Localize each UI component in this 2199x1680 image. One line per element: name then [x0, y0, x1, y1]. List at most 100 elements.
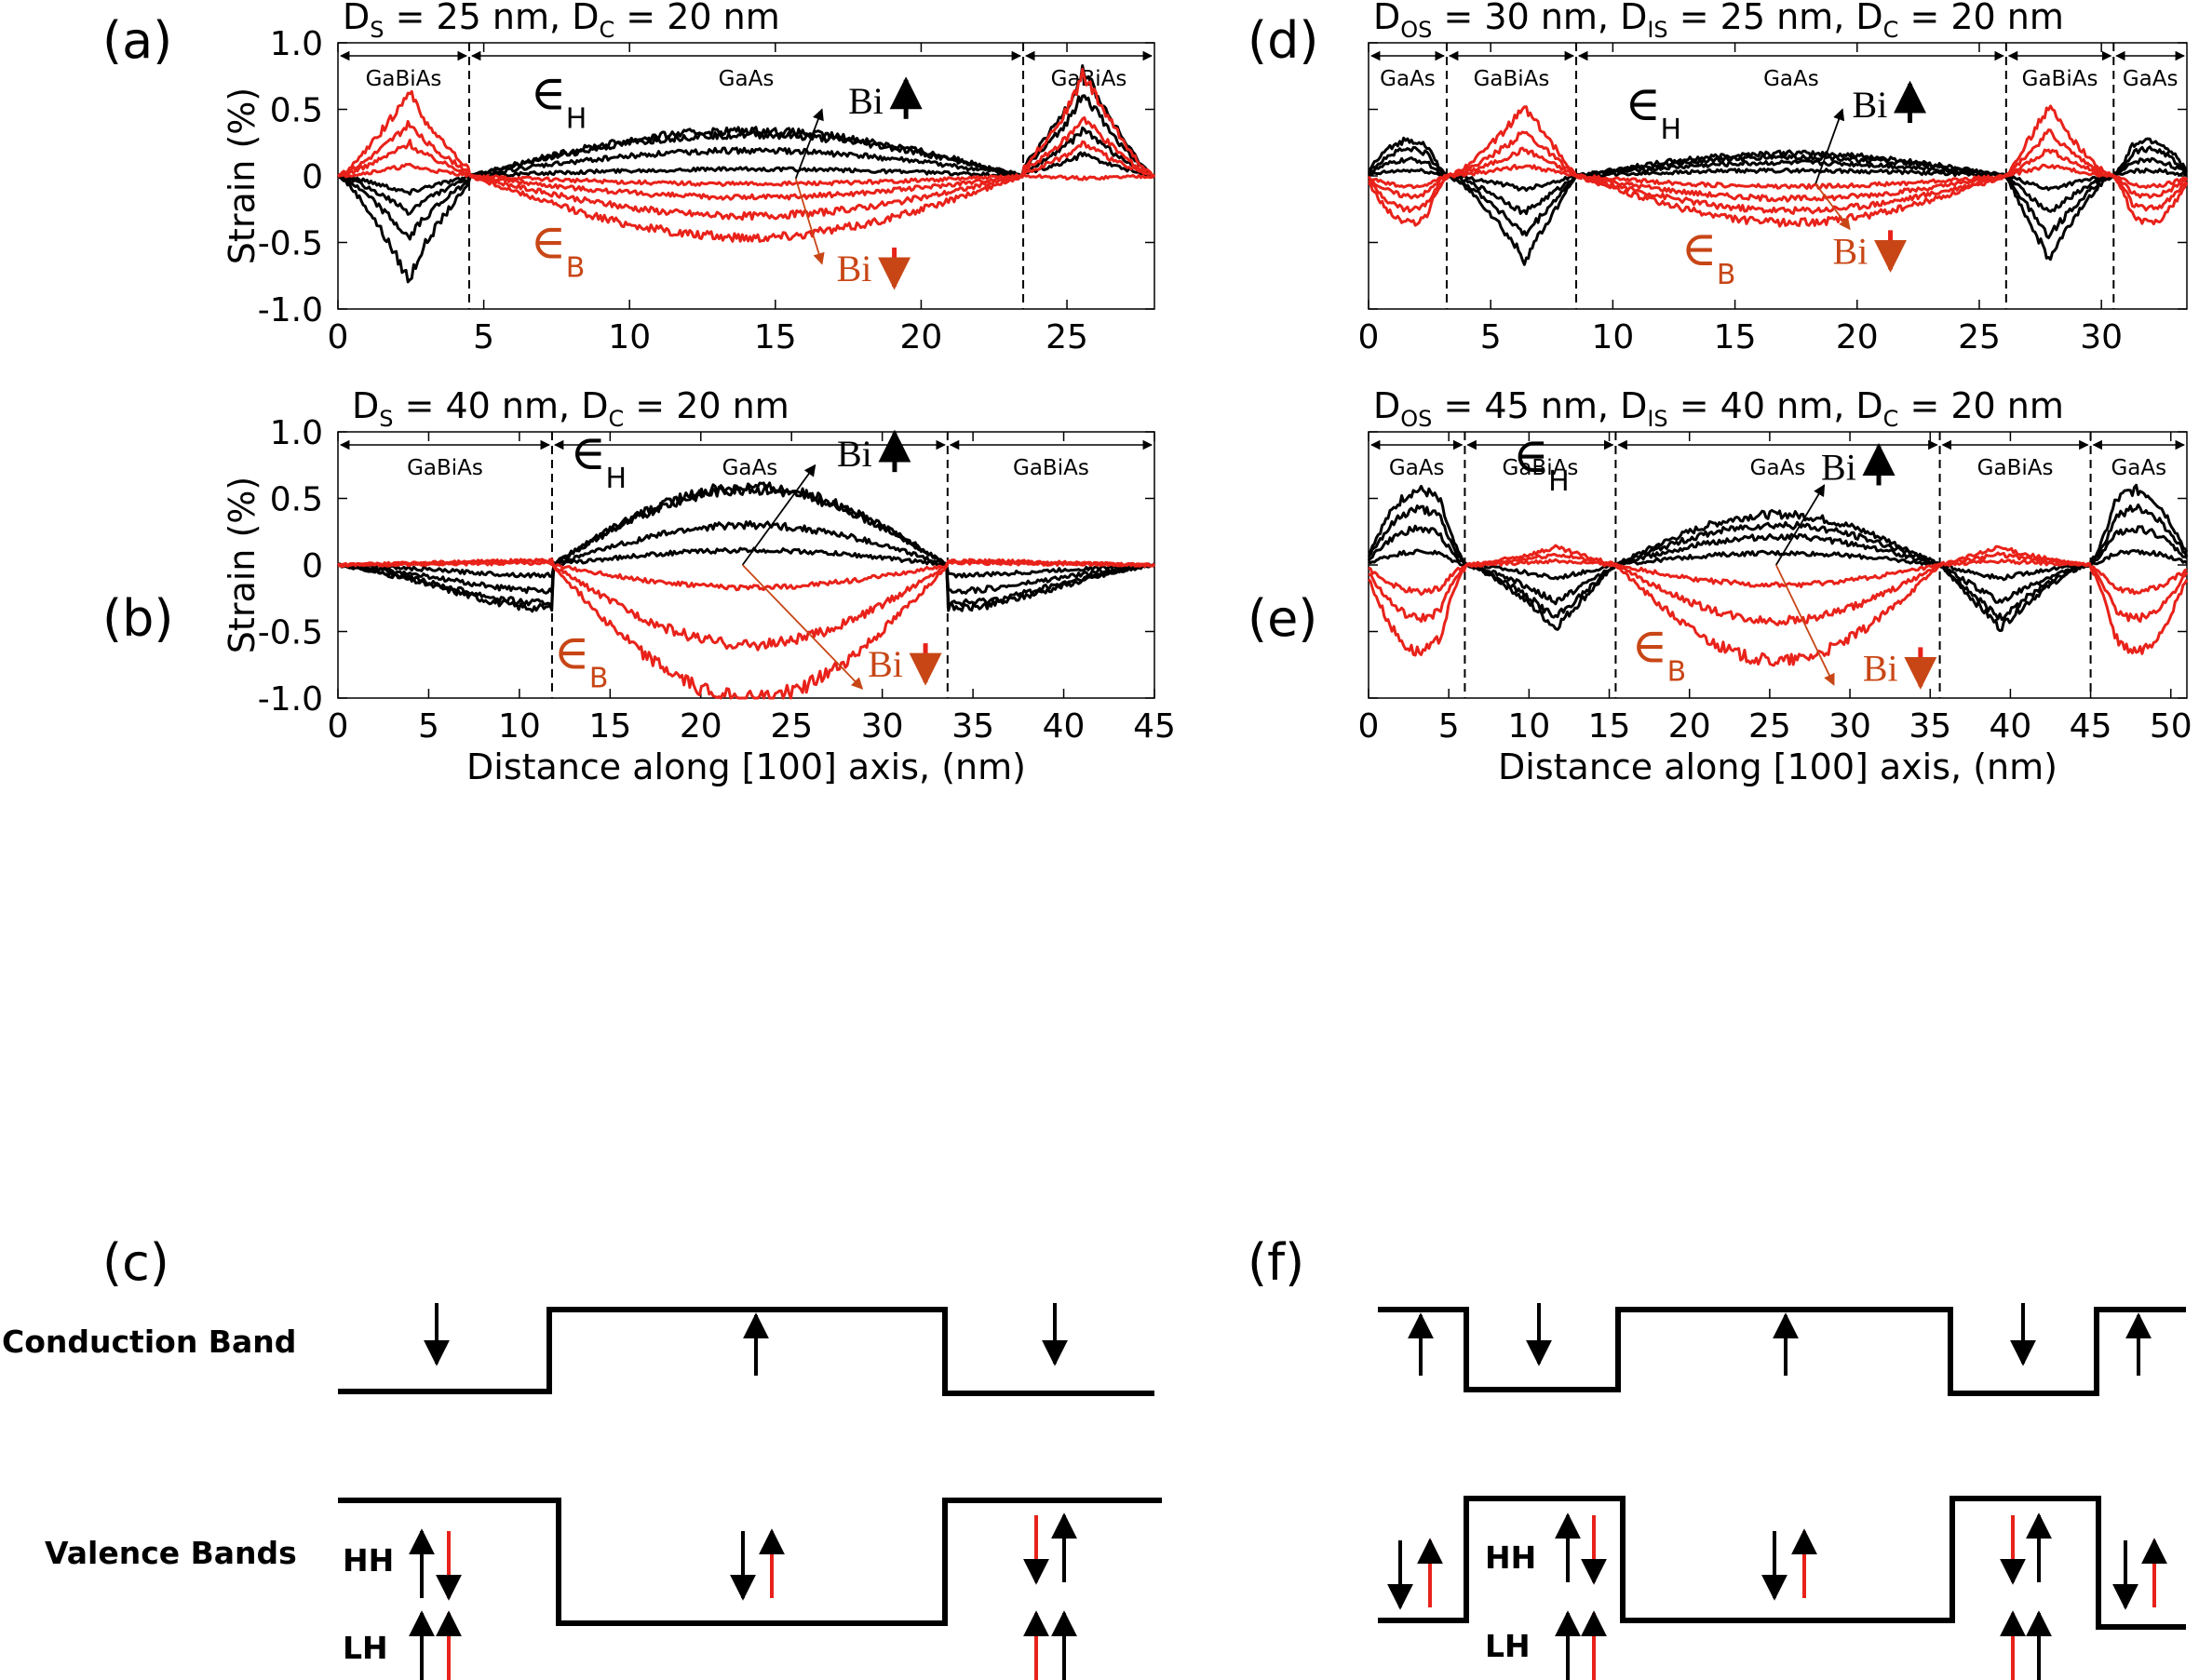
trend-arrow-up — [1815, 108, 1845, 184]
series-line-red — [337, 558, 1155, 700]
title-part: D — [1373, 0, 1400, 37]
x-tick-label: 45 — [1133, 707, 1176, 746]
y-axis-label: Strain (%) — [222, 477, 263, 653]
trend-arrow-up — [1775, 484, 1826, 566]
x-tick-label: 10 — [498, 707, 541, 746]
title-part: = 40 nm, D — [1668, 385, 1883, 426]
series-line-black — [337, 482, 1156, 613]
panel-label-b: (b) — [102, 589, 173, 648]
chart-e: 0 5 10 15 20 25 30 35 40 45 50 Distance along [100]… — [1358, 385, 2192, 787]
x-tick-label: 5 — [1480, 318, 1502, 356]
y-tick-label: 1.0 — [270, 414, 323, 452]
bi-increase-label: Bi — [848, 80, 884, 122]
eps-h-subscript: H — [566, 103, 587, 136]
series-line-black — [1368, 145, 2189, 239]
bi-decrease-label: Bi — [1863, 647, 1898, 689]
eps-h-subscript: H — [1661, 114, 1682, 146]
y-tick-label: 0.5 — [270, 481, 323, 519]
panel-label-f: (f) — [1248, 1233, 1304, 1292]
title-subscript: IS — [1647, 406, 1667, 432]
series-line-black — [1368, 167, 2188, 193]
y-tick-label: 1.0 — [270, 25, 323, 63]
valence-bands-label: Valence Bands — [45, 1535, 297, 1571]
eps-b-label: ∈ — [1681, 223, 1718, 276]
series-line-red — [1367, 163, 2188, 190]
x-tick-label: 5 — [418, 707, 439, 746]
title-part: = 30 nm, D — [1432, 0, 1647, 37]
y-tick-label: 0 — [302, 158, 323, 196]
x-axis-label: Distance along [100] axis, (nm) — [466, 746, 1026, 787]
series-line-black — [337, 546, 1155, 579]
x-tick-label: 40 — [1043, 707, 1086, 746]
bi-increase-label: Bi — [837, 433, 872, 475]
title-subscript: C — [1883, 406, 1899, 432]
eps-b-subscript: B — [589, 663, 609, 695]
x-tick-label: 20 — [1668, 707, 1711, 746]
y-tick-label: -0.5 — [258, 614, 323, 652]
x-tick-label: 10 — [608, 318, 651, 356]
title-subscript: S — [370, 17, 384, 43]
eps-b-subscript: B — [1717, 259, 1736, 291]
x-tick-label: 0 — [328, 707, 349, 746]
region-label: GaBiAs — [1503, 456, 1579, 480]
panel-label-a: (a) — [102, 11, 172, 70]
x-tick-label: 5 — [473, 318, 494, 356]
x-tick-label: 30 — [2080, 318, 2123, 356]
chart-b: 0 5 10 15 20 25 30 35 40 45 -1.0 -0.5 0 0.5 1.0Strain … — [222, 385, 1176, 787]
chart-title: DS = 25 nm, DC = 20 nm — [343, 0, 780, 43]
title-part: D — [1373, 385, 1400, 426]
panel-label-d: (d) — [1248, 11, 1318, 70]
region-label: GaBiAs — [1977, 456, 2054, 480]
title-part: = 40 nm, D — [394, 385, 609, 426]
title-part: = 20 nm — [614, 0, 780, 37]
series-line-red — [337, 67, 1155, 243]
hh-label: HH — [343, 1542, 394, 1579]
x-tick-label: 45 — [2070, 707, 2112, 746]
lh-label: LH — [343, 1630, 388, 1666]
y-tick-label: -1.0 — [258, 291, 323, 329]
title-subscript: C — [1883, 17, 1899, 43]
series-line-black — [1367, 524, 2188, 606]
chart-d: 0 5 10 15 20 25 30 DOS = 30 nm, DIS = 25 nm, DC… — [1358, 0, 2189, 356]
trend-arrow-down — [794, 178, 825, 265]
series-line-black — [1368, 548, 2188, 582]
y-tick-label: 0.5 — [270, 92, 323, 130]
title-part: = 20 nm — [1898, 385, 2064, 426]
series-line-red — [1368, 551, 2189, 626]
title-subscript: S — [379, 406, 393, 432]
eps-b-label: ∈ — [531, 217, 567, 270]
band-arrows — [409, 1303, 2167, 1680]
x-tick-label: 5 — [1438, 707, 1460, 746]
eps-h-label: ∈ — [1626, 78, 1662, 131]
region-label: GaAs — [1750, 456, 1806, 480]
region-label: GaAs — [722, 456, 778, 480]
chart-title: DS = 40 nm, DC = 20 nm — [352, 385, 789, 432]
y-tick-label: -1.0 — [258, 680, 323, 719]
eps-b-label: ∈ — [1632, 620, 1668, 673]
trend-arrow-down — [1815, 183, 1851, 231]
region-label: GaBiAs — [1474, 67, 1550, 91]
x-tick-label: 25 — [1748, 707, 1791, 746]
series-line-red — [337, 559, 1155, 592]
x-tick-label: 25 — [770, 707, 813, 746]
region-label: GaAs — [1763, 67, 1819, 91]
trend-arrow-up — [741, 464, 816, 566]
hh-label-f: HH — [1485, 1539, 1536, 1576]
valence-band-line — [338, 1498, 1162, 1626]
region-label: GaAs — [719, 67, 775, 91]
x-tick-label: 20 — [680, 707, 722, 746]
title-part: D — [343, 0, 370, 37]
x-tick-label: 15 — [1714, 318, 1757, 356]
region-label: GaBiAs — [2022, 67, 2098, 91]
bi-decrease-label: Bi — [837, 248, 872, 289]
x-tick-label: 15 — [1588, 707, 1631, 746]
region-label: GaBiAs — [366, 67, 442, 91]
y-tick-label: 0 — [302, 547, 323, 585]
eps-h-subscript: H — [1548, 465, 1570, 498]
x-tick-label: 0 — [1358, 318, 1380, 356]
title-subscript: C — [608, 406, 624, 432]
title-part: = 20 nm — [1898, 0, 2064, 37]
region-label: GaAs — [2111, 456, 2166, 480]
region-label: GaAs — [1389, 456, 1445, 480]
